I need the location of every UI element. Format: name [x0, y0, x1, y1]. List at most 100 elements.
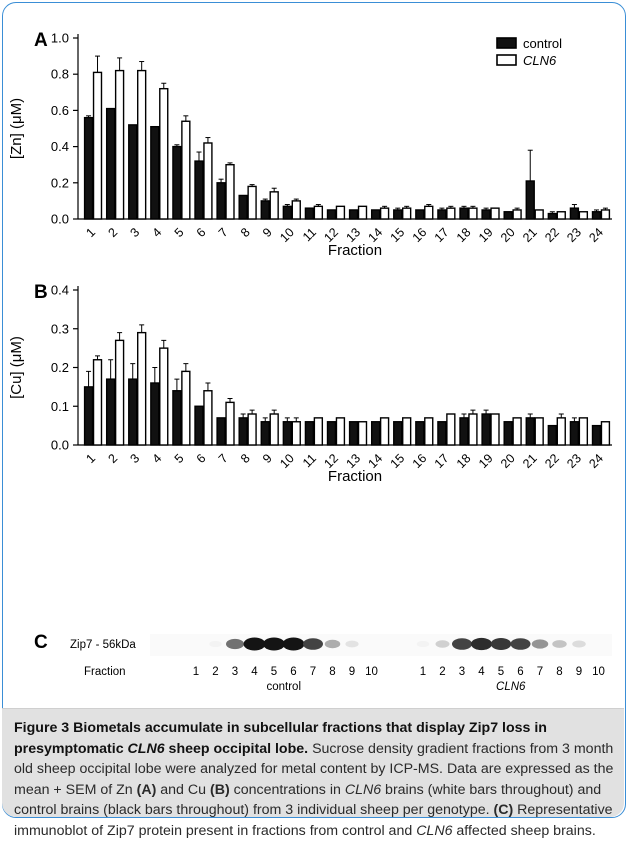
bar-control: [282, 205, 292, 220]
bar-control: [150, 125, 160, 220]
bar-control: [525, 180, 535, 220]
blot-band: [243, 637, 266, 651]
panel-label: B: [34, 282, 48, 303]
x-tick-label: 21: [520, 225, 540, 245]
immunoblot-panel: C Zip7 - 56kDa Fraction 1 2 3 4 5 6 7 8 9 10 control 1…: [0, 628, 629, 698]
x-tick-label: 17: [432, 451, 452, 471]
lane-number: 7: [310, 666, 316, 678]
bar-cln6: [468, 207, 478, 220]
legend-label: control: [523, 36, 562, 51]
legend-swatch: [496, 37, 517, 49]
bar-control: [304, 421, 315, 446]
bar-control: [282, 421, 292, 446]
bar-cln6: [225, 401, 235, 446]
bar-control: [459, 417, 469, 446]
blot-band: [263, 637, 285, 651]
bar-control: [481, 413, 491, 446]
bar-cln6: [490, 413, 500, 446]
y-tick-label: 0.4: [51, 139, 69, 154]
x-tick-label: 22: [542, 225, 562, 245]
lane-number: 10: [365, 666, 378, 678]
bar-cln6: [335, 417, 346, 446]
y-tick-label: 0.0: [51, 212, 69, 227]
x-tick-label: 7: [216, 225, 231, 240]
bar-cln6: [534, 417, 544, 446]
bar-control: [150, 382, 160, 446]
y-axis-title: [Zn] (μM): [8, 98, 25, 159]
bar-control: [393, 421, 403, 446]
x-tick-label: 15: [388, 451, 408, 471]
bar-control: [370, 421, 381, 446]
x-tick-label: 1: [83, 225, 98, 240]
bar-control: [348, 421, 359, 446]
x-axis-title: Fraction: [328, 468, 382, 485]
bar-control: [393, 209, 403, 220]
lane-number: 2: [439, 666, 445, 678]
x-tick-label: 5: [172, 225, 187, 240]
x-tick-label: 9: [260, 451, 275, 466]
blot-band: [471, 637, 492, 651]
bar-control: [370, 209, 381, 220]
bar-cln6: [159, 347, 169, 446]
y-tick-label: 0.4: [51, 283, 69, 298]
bar-control: [238, 194, 248, 220]
legend-swatch: [496, 54, 517, 66]
lane-number: 9: [349, 666, 355, 678]
x-tick-label: 3: [128, 225, 143, 240]
bar-control: [415, 421, 425, 446]
x-tick-label: 8: [238, 225, 253, 240]
x-tick-label: 24: [586, 225, 606, 245]
bar-control: [83, 386, 94, 446]
blot-band: [490, 638, 512, 650]
x-tick-label: 20: [498, 451, 518, 471]
bar-control: [83, 116, 94, 220]
x-tick-label: 6: [194, 225, 209, 240]
bar-control: [591, 211, 602, 220]
lane-row-label: Fraction: [84, 666, 126, 678]
blot-band: [303, 638, 323, 650]
bar-control: [591, 424, 602, 446]
bar-control: [105, 107, 116, 220]
bar-control: [525, 417, 535, 446]
bar-cln6: [556, 211, 566, 220]
bar-cln6: [600, 209, 611, 220]
bar-control: [481, 209, 491, 220]
lane-number: 9: [576, 666, 582, 678]
x-tick-label: 16: [410, 451, 430, 471]
x-tick-label: 22: [542, 451, 562, 471]
bar-cln6: [313, 205, 324, 220]
y-tick-label: 0.2: [51, 360, 69, 375]
x-tick-label: 10: [277, 451, 297, 471]
bar-cln6: [313, 417, 324, 446]
y-tick-label: 0.3: [51, 321, 69, 336]
bar-control: [194, 405, 204, 446]
panel-label: A: [34, 30, 48, 51]
bar-cln6: [468, 413, 478, 446]
lane-number: 1: [193, 666, 199, 678]
bar-cln6: [379, 417, 390, 446]
lane-number: 3: [459, 666, 465, 678]
copper-bar-chart: B0.00.10.20.30.4[Cu] (μM)1 2 3 4 5 6 7 8 9 10 11 12…: [8, 282, 612, 485]
bar-control: [172, 145, 182, 220]
bar-cln6: [490, 207, 500, 220]
lane-number: 8: [329, 666, 335, 678]
caption-title: Figure 3 Biometals accumulate in subcell…: [14, 720, 547, 757]
bar-control: [503, 421, 513, 446]
bar-control: [437, 209, 447, 220]
x-tick-label: 16: [410, 225, 430, 245]
bar-cln6: [247, 413, 257, 446]
bar-control: [216, 182, 226, 220]
bar-control: [260, 200, 270, 220]
lane-number: 5: [498, 666, 504, 678]
blot-band: [324, 639, 341, 649]
bar-control: [304, 207, 315, 220]
x-tick-label: 2: [105, 225, 120, 240]
x-tick-label: 18: [454, 451, 474, 471]
bar-cln6: [269, 413, 279, 446]
x-tick-label: 18: [454, 225, 474, 245]
bar-cln6: [578, 211, 589, 220]
zinc-bar-chart: A0.00.20.40.60.81.0[Zn] (μM)1 2 3 4 5 6 7 8 9 10 1…: [8, 30, 612, 259]
x-tick-label: 17: [432, 225, 452, 245]
bar-cln6: [203, 142, 213, 220]
bar-control: [128, 124, 138, 220]
